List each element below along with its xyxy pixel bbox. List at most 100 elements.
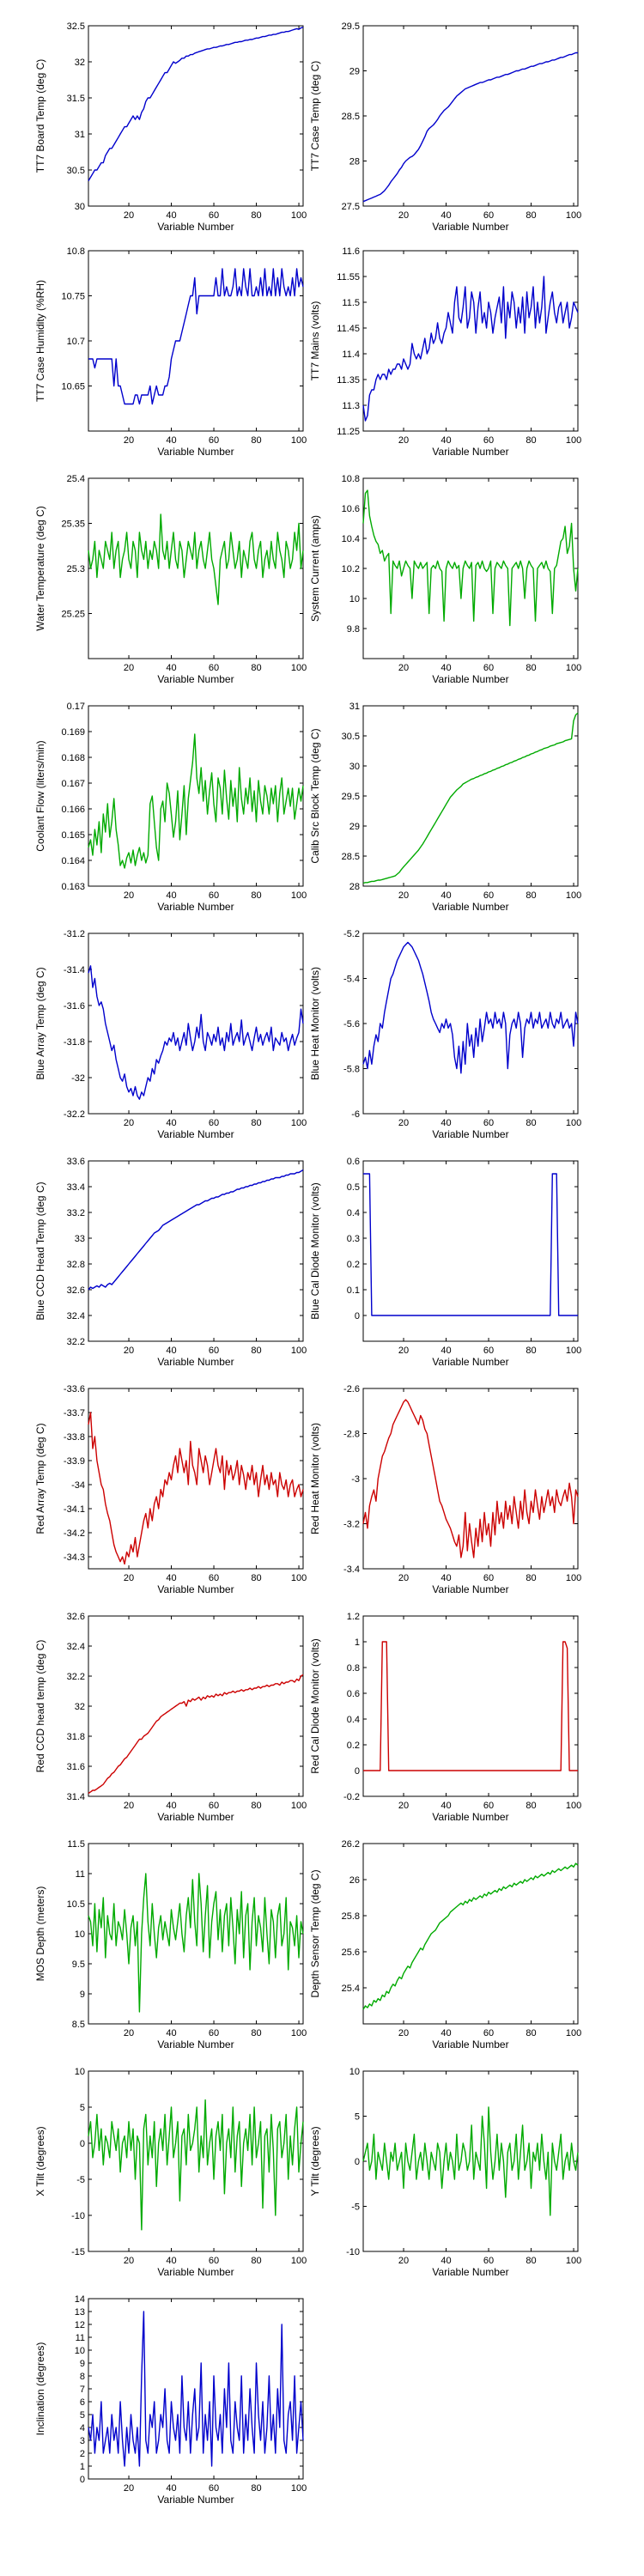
x-axis-label: Variable Number xyxy=(432,2038,508,2050)
plot-frame xyxy=(362,1843,579,2025)
y-axis-label: Y Tilt (degrees) xyxy=(309,2126,321,2196)
plot-frame xyxy=(88,477,304,659)
x-tick-label: 20 xyxy=(398,1346,409,1356)
x-tick-label: 20 xyxy=(124,1346,134,1356)
y-tick-label: 25.35 xyxy=(61,519,85,530)
x-tick-label: 100 xyxy=(291,890,307,901)
x-axis-label: Variable Number xyxy=(157,2494,234,2506)
x-axis-label: Variable Number xyxy=(157,1356,234,1368)
x-tick-label: 60 xyxy=(209,1801,219,1811)
y-tick-label: 11 xyxy=(76,1869,85,1880)
x-tick-label: 20 xyxy=(398,435,409,446)
x-axis-label: Variable Number xyxy=(432,2266,508,2278)
chart-panel-7: 0.163 0.164 0.165 0.166 0.167 0.168 0.169 0.17 2… xyxy=(34,702,307,913)
y-tick-label: 0.163 xyxy=(61,882,85,892)
y-tick-label: 32.2 xyxy=(67,1337,85,1347)
y-tick-label: 0.164 xyxy=(61,856,85,866)
y-tick-label: 29 xyxy=(349,67,360,77)
x-tick-label: 20 xyxy=(398,1801,409,1811)
y-tick-label: 33 xyxy=(75,1234,85,1244)
y-tick-label: 11.5 xyxy=(342,298,360,308)
y-tick-label: -33.8 xyxy=(64,1432,85,1443)
y-tick-label: 10.7 xyxy=(67,337,85,347)
plot-frame xyxy=(88,250,304,432)
y-tick-label: 14 xyxy=(75,2294,85,2305)
y-tick-label: -10 xyxy=(71,2211,85,2221)
x-tick-label: 20 xyxy=(124,890,134,901)
x-axis-label: Variable Number xyxy=(157,221,234,233)
y-tick-label: -34.1 xyxy=(64,1504,85,1515)
y-tick-label: 0.5 xyxy=(347,1182,360,1193)
x-tick-label: 60 xyxy=(209,1118,219,1128)
x-tick-label: 100 xyxy=(291,1573,307,1583)
x-tick-label: 60 xyxy=(483,435,494,446)
x-tick-label: 100 xyxy=(291,1801,307,1811)
y-tick-label: -31.6 xyxy=(64,1001,85,1012)
y-tick-label: 11.25 xyxy=(337,427,360,437)
plot-frame xyxy=(362,1388,579,1570)
y-tick-label: 10.2 xyxy=(342,564,360,574)
y-tick-label: -10 xyxy=(346,2247,360,2257)
y-tick-label: 33.2 xyxy=(67,1208,85,1218)
y-tick-label: 30.5 xyxy=(67,166,85,176)
y-tick-label: 32.5 xyxy=(67,21,85,32)
x-axis-label: Variable Number xyxy=(432,1128,508,1140)
y-tick-label: 26 xyxy=(349,1875,360,1886)
x-tick-label: 80 xyxy=(526,2028,536,2038)
x-tick-label: 80 xyxy=(526,1801,536,1811)
plot-frame xyxy=(362,1160,579,1342)
chart-panel-12: 0 0.1 0.2 0.3 0.4 0.5 0.6 20 40 60 80 100 Variable N… xyxy=(309,1157,581,1368)
y-tick-label: 0.167 xyxy=(61,779,85,789)
y-tick-label: 31 xyxy=(349,702,360,712)
y-tick-label: 5 xyxy=(80,2410,85,2421)
y-axis-label: X Tilt (degrees) xyxy=(34,2126,46,2196)
x-tick-label: 80 xyxy=(251,1801,261,1811)
x-tick-label: 40 xyxy=(440,1573,451,1583)
x-axis-label: Variable Number xyxy=(157,2038,234,2050)
plot-frame xyxy=(362,250,579,432)
y-tick-label: -31.4 xyxy=(64,965,85,975)
y-tick-label: -2.6 xyxy=(343,1384,360,1394)
x-axis-label: Variable Number xyxy=(432,221,508,233)
x-tick-label: 80 xyxy=(526,2256,536,2266)
y-tick-label: -0.2 xyxy=(343,1792,360,1802)
y-tick-label: 5 xyxy=(80,2103,85,2113)
y-axis-label: Water Temperature (deg C) xyxy=(34,506,46,630)
y-tick-label: 11.35 xyxy=(337,375,360,386)
x-tick-label: 20 xyxy=(124,435,134,446)
x-tick-label: 40 xyxy=(440,890,451,901)
y-tick-label: 32.6 xyxy=(67,1285,85,1296)
series-line xyxy=(362,2106,579,2216)
y-tick-label: 28.5 xyxy=(342,112,360,122)
x-tick-label: 20 xyxy=(124,210,134,221)
y-tick-label: 32 xyxy=(75,1702,85,1712)
x-axis-label: Variable Number xyxy=(432,446,508,458)
x-axis-label: Variable Number xyxy=(157,1128,234,1140)
y-tick-label: 12 xyxy=(75,2320,85,2330)
y-tick-label: 13 xyxy=(75,2307,85,2318)
y-tick-label: -33.7 xyxy=(64,1408,85,1419)
y-tick-label: -34.2 xyxy=(64,1528,85,1539)
y-axis-label: Red Heat Monitor (volts) xyxy=(309,1423,321,1534)
x-tick-label: 40 xyxy=(440,1118,451,1128)
y-axis-label: Red Cal Diode Monitor (volts) xyxy=(309,1638,321,1773)
x-axis-label: Variable Number xyxy=(432,1811,508,1823)
x-axis-label: Variable Number xyxy=(157,446,234,458)
y-tick-label: 10.4 xyxy=(342,534,360,544)
x-axis-label: Variable Number xyxy=(157,2266,234,2278)
y-axis-label: Coolant Flow (liters/min) xyxy=(34,740,46,851)
y-tick-label: -3.4 xyxy=(343,1564,360,1575)
x-tick-label: 20 xyxy=(398,210,409,221)
x-tick-label: 80 xyxy=(251,2483,261,2494)
x-tick-label: 100 xyxy=(291,2483,307,2494)
x-tick-label: 60 xyxy=(209,2256,219,2266)
x-tick-label: 60 xyxy=(209,435,219,446)
y-tick-label: 2 xyxy=(80,2449,85,2459)
plot-frame xyxy=(362,705,579,887)
x-tick-label: 40 xyxy=(440,663,451,673)
x-axis-label: Variable Number xyxy=(157,1811,234,1823)
series-line xyxy=(88,2311,304,2467)
y-tick-label: 11.45 xyxy=(337,324,360,334)
x-tick-label: 20 xyxy=(398,1573,409,1583)
